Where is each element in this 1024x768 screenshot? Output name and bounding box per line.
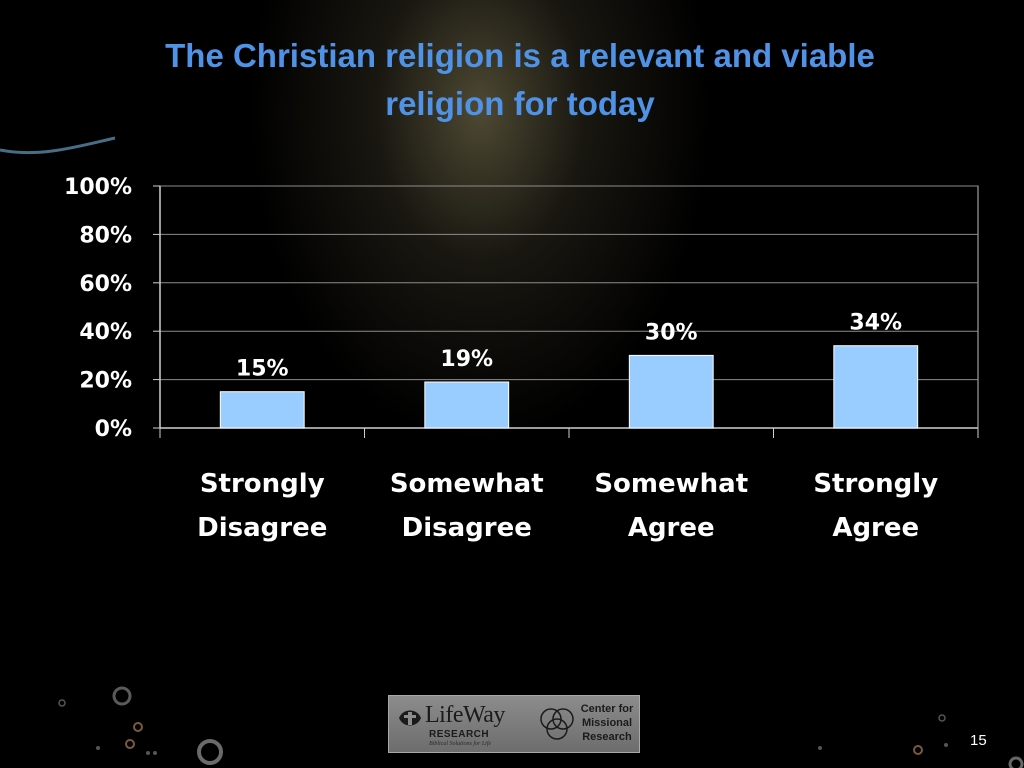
dot-decoration	[944, 743, 948, 747]
dot-decoration	[96, 746, 100, 750]
slide-title-line: The Christian religion is a relevant and…	[165, 37, 875, 74]
y-tick-label: 100%	[64, 175, 132, 200]
ring-decoration	[1008, 756, 1024, 768]
logo-partner: Center for Missional Research	[577, 702, 637, 744]
ring-decoration	[197, 739, 223, 765]
logo-partner-line: Missional	[581, 717, 633, 729]
slide-title: The Christian religion is a relevant and…	[60, 32, 980, 128]
ring-decoration	[913, 745, 923, 755]
logo-brand: LifeWay	[425, 702, 505, 728]
ring-decoration	[112, 686, 132, 706]
logo-tagline: Biblical Solutions for Life	[429, 741, 492, 747]
lifeway-cross-icon	[399, 710, 421, 726]
bar	[424, 381, 510, 429]
ring-decoration	[133, 722, 143, 732]
logo-partner-line: Research	[582, 731, 632, 743]
y-tick-label: 40%	[79, 320, 132, 345]
category-label: Disagree	[402, 513, 532, 543]
data-label: 30%	[645, 320, 698, 345]
dot-decoration	[818, 746, 822, 750]
dot-decoration	[146, 751, 150, 755]
logo-sub: RESEARCH	[429, 729, 490, 740]
category-label: Strongly	[813, 469, 938, 499]
bar	[219, 391, 305, 429]
category-label: Agree	[628, 513, 715, 543]
dot-decoration	[153, 751, 157, 755]
data-label: 15%	[236, 357, 289, 382]
category-label: Somewhat	[390, 469, 544, 499]
y-tick-label: 0%	[95, 417, 132, 442]
logo-partner-line: Center for	[580, 703, 634, 715]
category-label: Strongly	[200, 469, 325, 499]
data-label: 19%	[440, 347, 493, 372]
missional-rings-icon	[540, 708, 574, 740]
page-number: 15	[970, 732, 987, 749]
swoosh-decoration	[0, 136, 116, 155]
category-label: Somewhat	[594, 469, 748, 499]
ring-decoration	[58, 699, 66, 707]
y-tick-label: 20%	[79, 369, 132, 394]
y-tick-label: 80%	[79, 223, 132, 248]
category-label: Agree	[832, 513, 919, 543]
bar	[833, 345, 919, 429]
data-label: 34%	[849, 311, 902, 336]
ring-decoration	[125, 739, 135, 749]
slide-title-line: religion for today	[385, 85, 655, 122]
ring-decoration	[938, 714, 946, 722]
lifeway-research-logo: LifeWay RESEARCH Biblical Solutions for …	[388, 695, 640, 753]
bar	[628, 354, 714, 429]
y-tick-label: 60%	[79, 272, 132, 297]
category-label: Disagree	[197, 513, 327, 543]
